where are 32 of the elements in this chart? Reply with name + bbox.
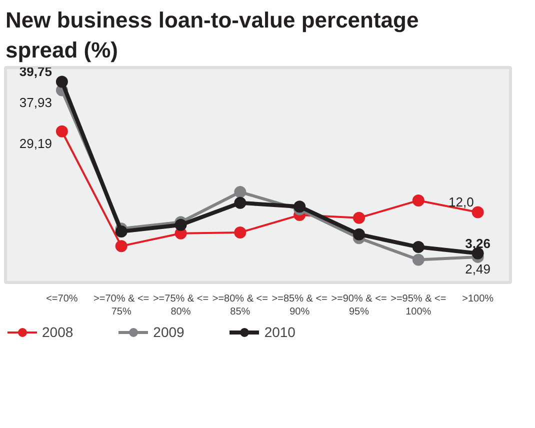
point xyxy=(353,212,365,224)
point xyxy=(412,241,424,254)
point xyxy=(472,206,484,218)
x-tick-label: >100% xyxy=(462,294,494,304)
point xyxy=(115,240,128,252)
point xyxy=(353,228,365,240)
legend-label: 2008 xyxy=(42,324,74,340)
point xyxy=(56,125,68,138)
data-label: 37,93 xyxy=(19,94,52,110)
data-label: 29,19 xyxy=(19,136,52,151)
chart-title: New business loan-to-value percentage spread (%) xyxy=(6,8,419,62)
x-tick-label: >=90% & <= 95% xyxy=(331,294,387,318)
x-tick-label: >=80% & <= 85% xyxy=(212,294,268,318)
point xyxy=(56,76,68,88)
point xyxy=(294,200,306,213)
point xyxy=(412,194,424,206)
data-label: 2,49 xyxy=(465,261,490,276)
x-tick-label: >=95% & <= 100% xyxy=(390,294,446,318)
x-tick-label: >=70% & <= 75% xyxy=(94,294,150,318)
x-tick-label: >=85% & <= 90% xyxy=(272,294,328,318)
legend-label: 2010 xyxy=(264,324,296,340)
point xyxy=(234,226,246,238)
point xyxy=(174,218,187,231)
point xyxy=(412,254,424,266)
data-label: 12,0 xyxy=(448,194,474,210)
x-tick-label: >=75% & <= 80% xyxy=(152,294,209,318)
point xyxy=(115,226,128,238)
data-label: 3,26 xyxy=(465,236,490,251)
x-tick-label: <=70% xyxy=(46,294,78,304)
legend-label: 2009 xyxy=(153,324,184,340)
point xyxy=(234,196,246,209)
point xyxy=(234,186,246,198)
